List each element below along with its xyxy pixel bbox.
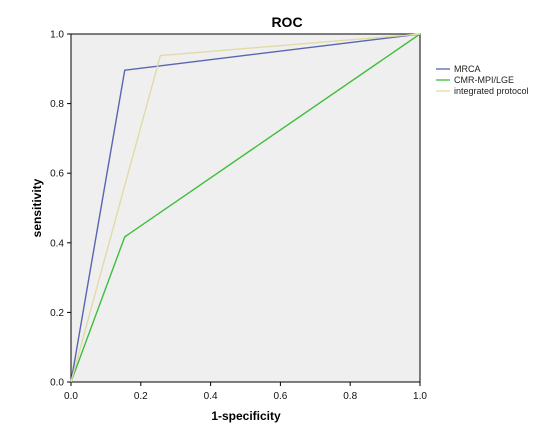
plot-area bbox=[70, 33, 421, 383]
chart-title: ROC bbox=[271, 14, 302, 30]
x-tick-label-4: 0.8 bbox=[343, 391, 357, 402]
axis-layer: 0.0 0.2 0.4 0.6 0.8 1.0 0.0 0.2 0.4 0.6 0.8 1.0 bbox=[50, 30, 427, 403]
x-tick-label-1: 0.2 bbox=[134, 391, 148, 402]
legend-label-cmr-mpi-lge: CMR-MPI/LGE bbox=[454, 75, 514, 85]
x-tick-label-5: 1.0 bbox=[413, 391, 427, 402]
series-line-mrca bbox=[70, 33, 421, 383]
x-axis-label: 1-specificity bbox=[211, 409, 281, 423]
legend-label-integrated-protocol: integrated protocol bbox=[454, 86, 529, 96]
series-line-integrated-protocol bbox=[70, 33, 421, 383]
y-tick-label-3: 0.6 bbox=[50, 169, 64, 180]
y-tick-label-1: 0.2 bbox=[50, 308, 64, 319]
x-tick-label-0: 0.0 bbox=[64, 391, 78, 402]
series-line-cmr-mpi-lge bbox=[70, 33, 421, 383]
y-tick-label-2: 0.4 bbox=[50, 238, 64, 249]
legend: MRCA CMR-MPI/LGE integrated protocol bbox=[436, 64, 529, 96]
legend-label-mrca: MRCA bbox=[454, 64, 481, 74]
x-tick-label-3: 0.6 bbox=[273, 391, 287, 402]
y-axis-label: sensitivity bbox=[30, 178, 44, 237]
y-tick-label-4: 0.8 bbox=[50, 99, 64, 110]
x-tick-label-2: 0.4 bbox=[204, 391, 218, 402]
y-tick-label-0: 0.0 bbox=[50, 378, 64, 389]
series-layer bbox=[70, 33, 421, 383]
y-tick-label-5: 1.0 bbox=[50, 30, 64, 41]
